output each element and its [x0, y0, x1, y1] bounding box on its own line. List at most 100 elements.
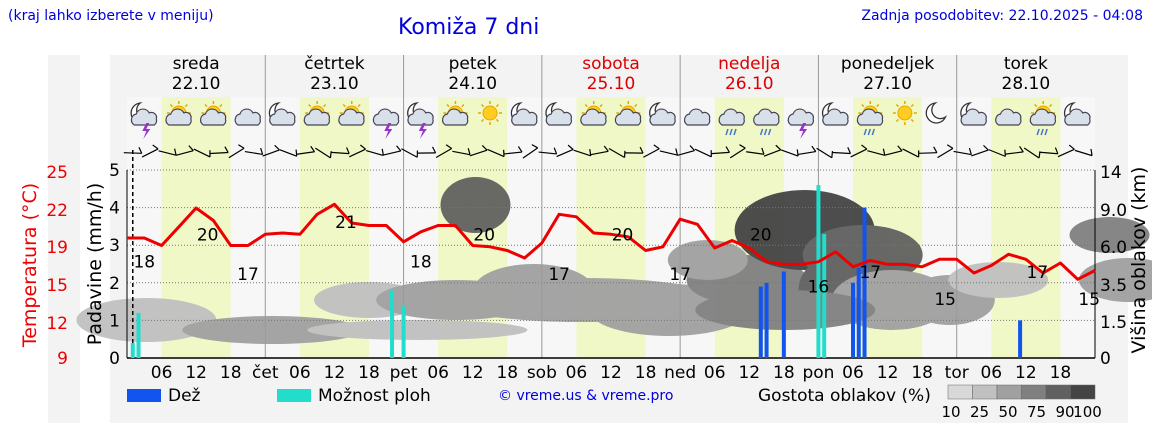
cloud-blob [1078, 258, 1152, 302]
rain-bar [781, 271, 786, 358]
day-name: četrtek [304, 54, 365, 74]
barb-flag [346, 147, 350, 154]
wind-barb [953, 147, 972, 156]
temperature-label: 17 [1027, 263, 1049, 283]
rain-drop [867, 128, 871, 136]
barb-shaft [1074, 149, 1093, 157]
cloud-shape [303, 108, 331, 126]
cloud-shape [649, 108, 676, 126]
copyright[interactable]: © vreme.us & vreme.pro [498, 388, 674, 404]
cloud-shape [718, 108, 745, 126]
cloud-height-tick: 6.0 [1100, 238, 1127, 258]
hour-tick: 06 [842, 363, 864, 383]
barb-flag [152, 144, 159, 150]
sun-ray [910, 103, 914, 108]
wind-barb [1023, 147, 1041, 159]
sun-ray [204, 103, 208, 108]
day-abbr-tick: sob [527, 363, 557, 383]
location-hint[interactable]: (kraj lahko izberete v meniju) [8, 8, 214, 24]
cloud-shape [338, 108, 365, 126]
barb-shaft [487, 148, 505, 158]
hour-tick: 12 [185, 363, 207, 383]
rain-bar [1018, 320, 1023, 358]
sun-ray [322, 103, 327, 108]
wind-barb [625, 146, 644, 154]
last-update: Zadnja posodobitev: 22.10.2025 - 04:08 [861, 8, 1143, 24]
wind-barb [643, 144, 660, 158]
sun-cloud-icon [580, 101, 607, 126]
barb-flag [775, 144, 782, 151]
barb-shaft [711, 151, 730, 155]
sun-ray [219, 103, 223, 108]
barb-flag [1068, 144, 1075, 150]
shower-bar [136, 312, 141, 358]
wind-barb [452, 148, 471, 156]
precip-tick: 4 [109, 199, 120, 219]
barb-shaft [1005, 151, 1024, 155]
cloud-blob [76, 298, 217, 342]
barb-shaft [1057, 148, 1075, 158]
cloud-shape [684, 108, 711, 126]
barb-shaft [573, 149, 591, 157]
barb-flag [567, 144, 574, 150]
cloud-shape [787, 108, 815, 126]
cloud-shape [407, 108, 434, 126]
barb-flag [639, 146, 644, 154]
sun-cloud-icon [165, 101, 192, 126]
sun-ray [876, 103, 880, 108]
barb-flag [861, 144, 868, 150]
hour-tick: 06 [151, 363, 173, 383]
barb-shaft [694, 148, 712, 158]
day-date: 27.10 [863, 74, 912, 94]
cloud-height-tick: 1.5 [1100, 313, 1127, 333]
cloud-icon [684, 108, 711, 126]
wind-barb [1074, 148, 1093, 157]
day-name: sreda [173, 54, 220, 74]
cloud-shape [614, 108, 642, 126]
legend-cloud-swatch [1045, 384, 1071, 400]
barb-flag [553, 147, 558, 155]
sun-cloud-icon [614, 101, 642, 126]
day-date: 22.10 [172, 74, 221, 94]
barb-shaft [556, 148, 574, 158]
wind-barb [971, 144, 989, 157]
cloud-rain-icon [718, 108, 745, 136]
barb-flag [710, 150, 712, 157]
rain-drop [767, 128, 772, 136]
rain-drop [1044, 128, 1048, 136]
day-name: sobota [582, 54, 640, 74]
barb-shaft [331, 151, 350, 155]
barb-flag [761, 147, 765, 155]
cloud-height-tick: 3.5 [1100, 276, 1127, 296]
moon-cloud-lightning-icon [407, 102, 434, 139]
cloud-shape [822, 108, 849, 126]
sun-ray [895, 103, 900, 108]
cloud-axis-title: Višina oblakov (km) [1128, 167, 1150, 354]
temperature-label: 20 [197, 226, 219, 246]
cloud-shape [960, 108, 987, 126]
rain-bar [862, 207, 867, 358]
day-date: 24.10 [448, 74, 497, 94]
barb-shaft [435, 147, 452, 159]
barb-shaft [797, 150, 816, 156]
rain-bar [764, 282, 769, 358]
cloud-icon [995, 108, 1022, 126]
sun-ray [584, 103, 588, 108]
wind-barb [832, 147, 852, 155]
temperature-line [127, 202, 1096, 281]
sun-ray [169, 103, 174, 108]
wind-barb [816, 147, 834, 159]
barb-flag [933, 146, 938, 153]
temperature-tick: 15 [46, 276, 68, 296]
sun-cloud-icon [338, 101, 365, 126]
barb-shaft [538, 151, 557, 155]
shower-bar [390, 290, 395, 358]
barb-flag [138, 146, 143, 154]
temperature-label: 17 [669, 265, 691, 285]
barb-flag [1038, 151, 1041, 159]
rain-drop [729, 128, 733, 136]
sun-disc [897, 105, 913, 121]
rain-drop [871, 128, 875, 136]
day-name: torek [1004, 54, 1048, 74]
barb-flag [882, 148, 886, 156]
